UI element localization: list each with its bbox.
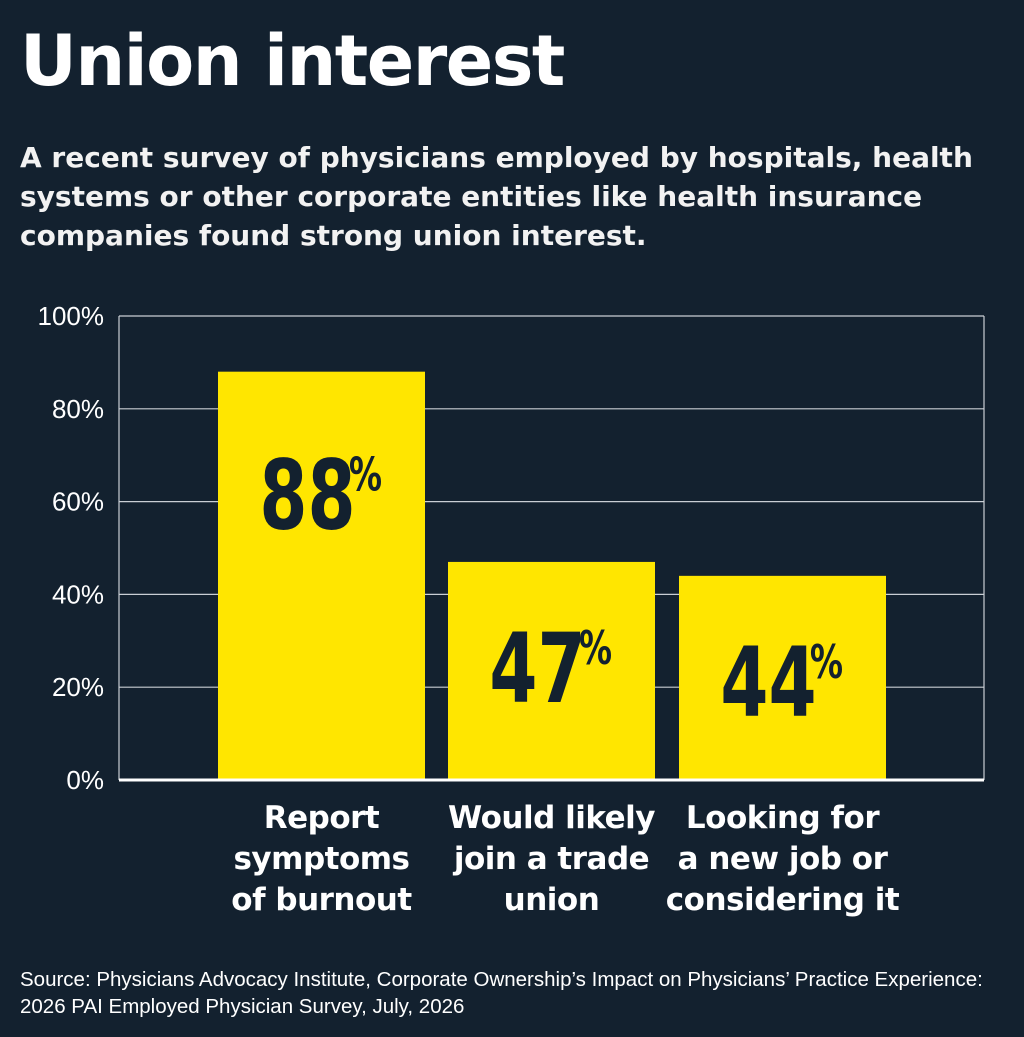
bar-value-label: 88 — [259, 439, 355, 551]
bar-value-percent-sign: % — [810, 637, 843, 690]
y-tick-label: 20% — [52, 672, 104, 702]
category-label: symptoms — [233, 841, 409, 877]
chart-title: Union interest — [20, 20, 565, 102]
bar-value-percent-sign: % — [579, 623, 612, 676]
category-label: a new job or — [678, 841, 889, 877]
y-tick-label: 80% — [52, 394, 104, 424]
category-label: Would likely — [448, 800, 655, 836]
category-label: of burnout — [231, 882, 412, 918]
category-label: considering it — [666, 882, 900, 918]
category-label: join a trade — [452, 841, 649, 877]
bar — [448, 561, 655, 780]
bar — [218, 371, 425, 780]
chart-subtitle: A recent survey of physicians employed b… — [20, 141, 973, 252]
y-tick-label: 60% — [52, 487, 104, 517]
y-tick-label: 40% — [52, 579, 104, 609]
bar-value-percent-sign: % — [349, 449, 382, 502]
bar — [679, 575, 886, 780]
category-label: Report — [264, 800, 380, 836]
bar-value-label: 47 — [489, 612, 585, 724]
category-label: Looking for — [686, 800, 880, 836]
category-label: union — [504, 882, 600, 918]
y-tick-label: 0% — [66, 765, 104, 795]
y-tick-label: 100% — [38, 301, 105, 331]
source-note: Source: Physicians Advocacy Institute, C… — [20, 968, 983, 1018]
bar-value-label: 44 — [720, 626, 816, 738]
